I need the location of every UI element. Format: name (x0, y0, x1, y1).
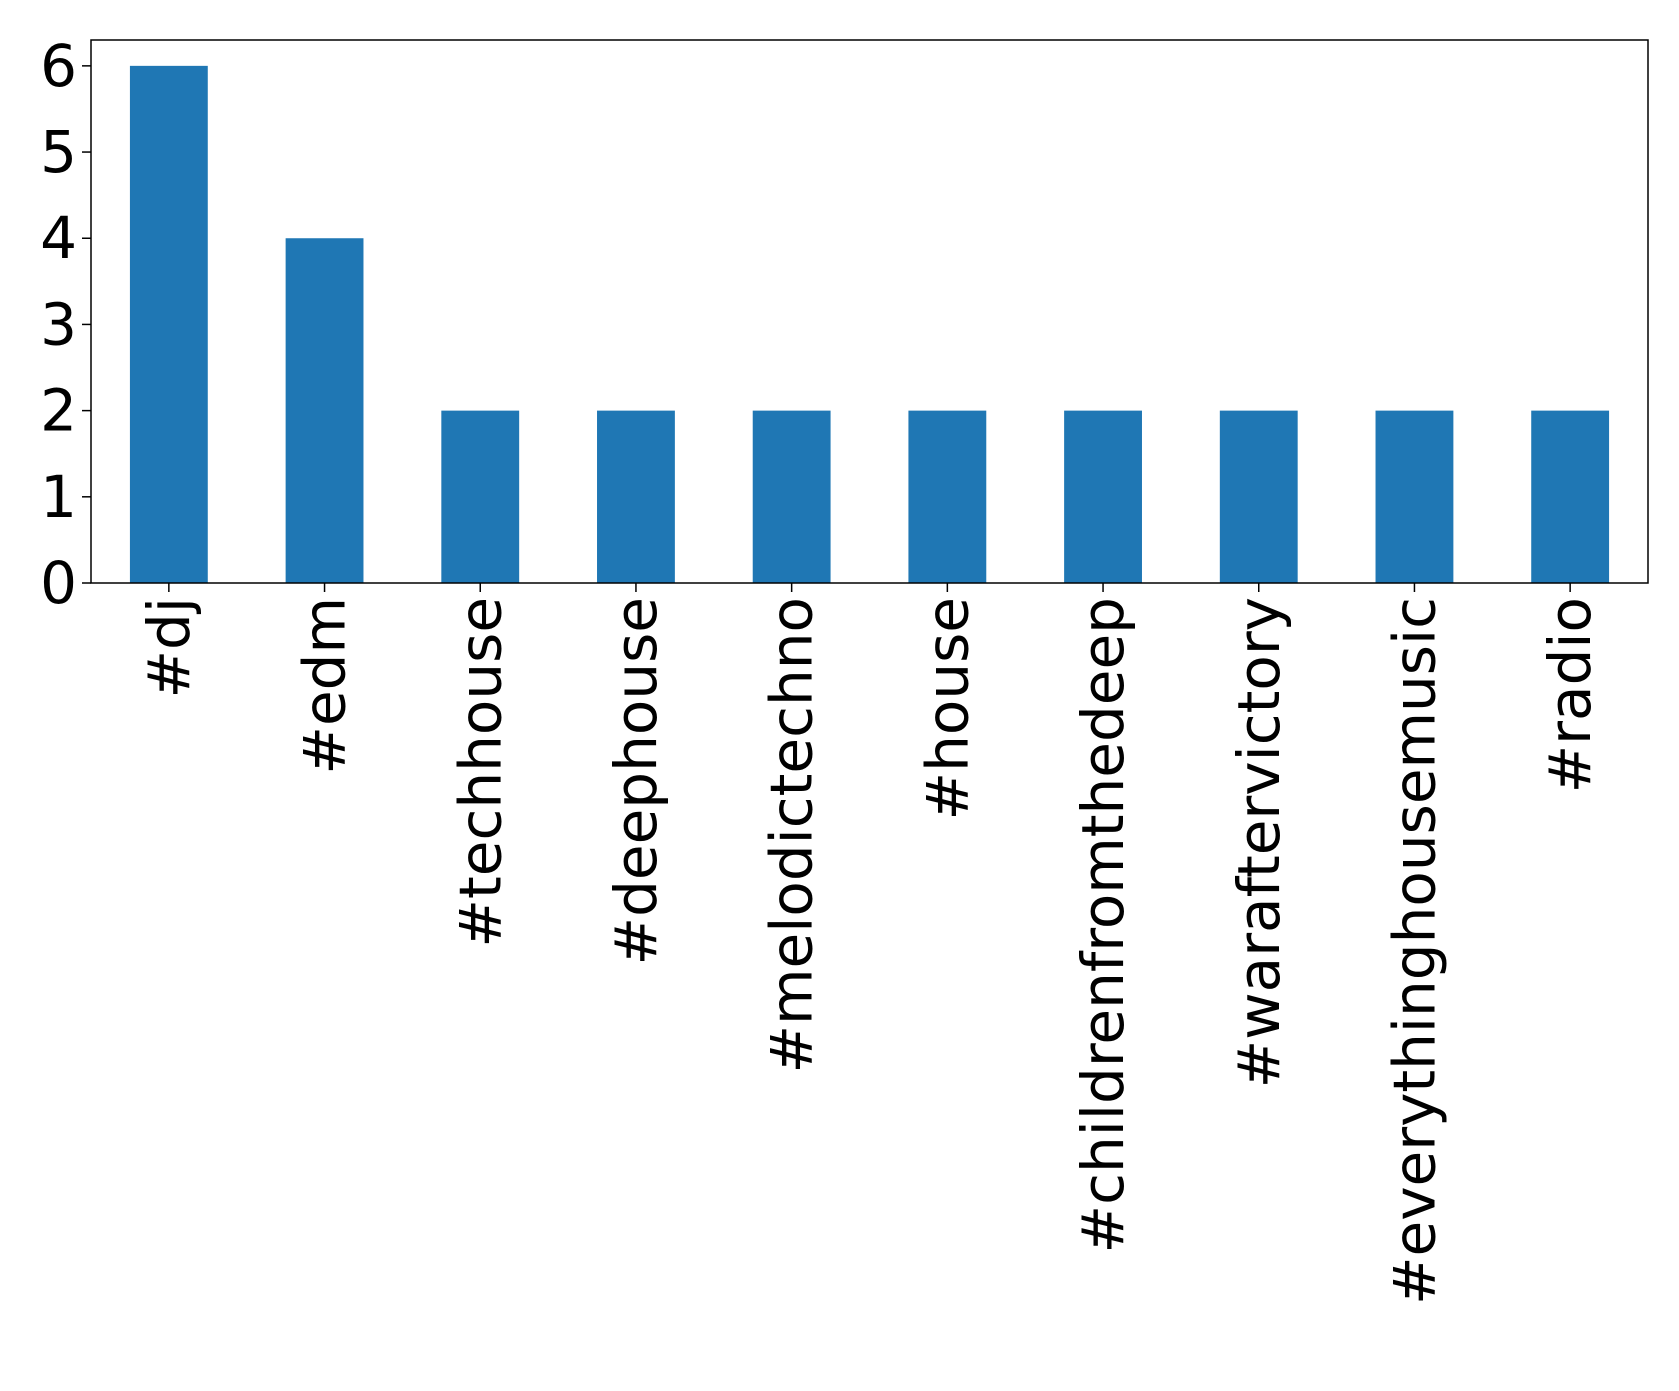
bar-melodictechno (752, 410, 831, 583)
x-tick-label: #childrenfromthedeep (1069, 597, 1137, 1253)
bars-group (129, 65, 1610, 584)
x-tick-label: #dj (135, 597, 203, 699)
y-tick-label: 4 (40, 204, 77, 272)
bar-everythinghousemusic (1375, 410, 1454, 583)
x-tick-label: #waraftervictory (1225, 597, 1293, 1088)
bar-childrenfromthedeep (1064, 410, 1142, 583)
y-tick-label: 2 (40, 377, 77, 445)
x-tick-label: #radio (1536, 597, 1604, 793)
y-tick-label: 6 (40, 32, 77, 100)
bar-techhouse (441, 410, 520, 583)
bar-deephouse (597, 410, 675, 583)
plot-area-frame (90, 39, 1649, 584)
x-tick-label: #edm (291, 597, 359, 775)
x-tick-label: #house (913, 597, 981, 821)
y-tick-label: 1 (40, 463, 77, 531)
bar-edm (285, 238, 364, 583)
bar-radio (1531, 410, 1610, 583)
x-tick-label: #everythinghousemusic (1380, 597, 1448, 1305)
y-tick-label: 0 (40, 549, 77, 617)
bar-waraftervictory (1219, 410, 1298, 583)
y-tick-label: 3 (40, 290, 77, 358)
y-axis: 0 1 2 3 4 5 6 (40, 32, 91, 617)
x-tick-label: #techhouse (446, 597, 514, 948)
x-tick-label: #deephouse (602, 597, 670, 966)
bar-house (908, 410, 987, 583)
x-tick-label: #melodictechno (758, 597, 826, 1074)
y-tick-label: 5 (40, 118, 77, 186)
bar-dj (129, 65, 208, 584)
x-axis: #dj #edm #techhouse #deephouse #melodictechn… (135, 583, 1604, 1305)
